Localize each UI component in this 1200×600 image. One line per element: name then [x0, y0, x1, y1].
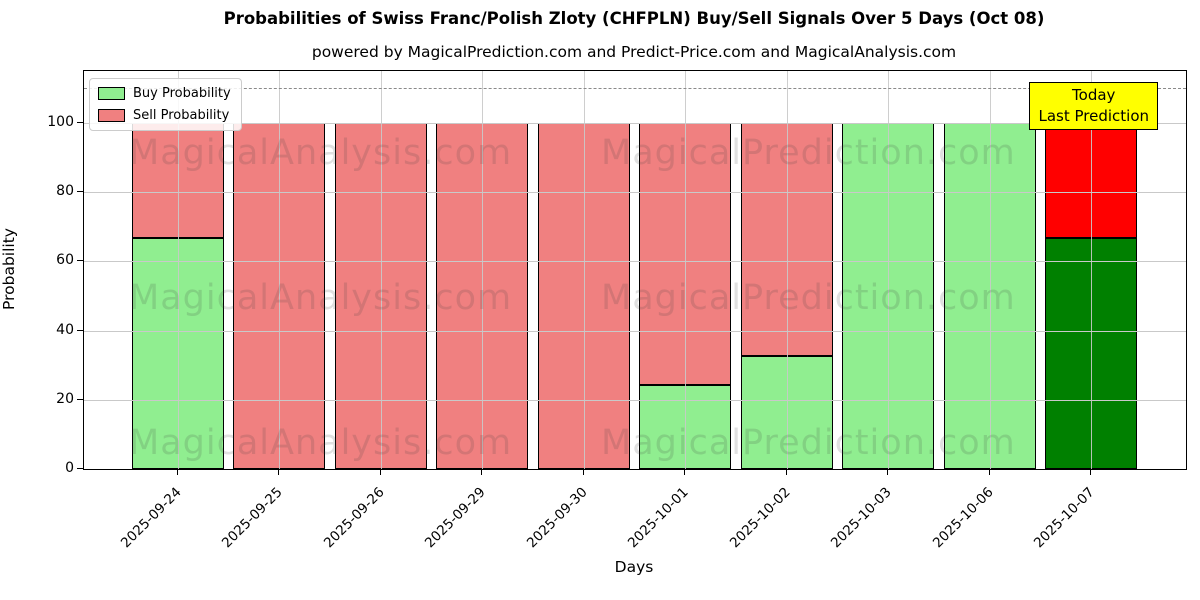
x-tick-label-2025-09-29: 2025-09-29	[422, 484, 489, 552]
x-tick-mark	[1089, 469, 1091, 475]
x-tick-mark	[278, 469, 280, 475]
x-tick-label-2025-09-24: 2025-09-24	[117, 484, 185, 552]
vertical-gridline	[583, 71, 585, 469]
plot-area: MagicalAnalysis.com MagicalPrediction.com…	[83, 70, 1187, 470]
legend-item-buy: Buy Probability	[98, 86, 231, 101]
x-tick-label-2025-09-26: 2025-09-26	[320, 484, 388, 552]
horizontal-gridline	[84, 261, 1186, 263]
y-tick-label-60: 60	[56, 252, 74, 269]
vertical-gridline	[482, 71, 484, 469]
x-tick-label-2025-10-02: 2025-10-02	[726, 484, 794, 552]
vertical-gridline	[888, 71, 890, 469]
x-tick-label-2025-10-07: 2025-10-07	[1030, 484, 1098, 552]
horizontal-gridline	[84, 399, 1186, 401]
today-annotation: Today Last Prediction	[1029, 82, 1158, 130]
vertical-gridline	[279, 71, 281, 469]
watermark-magicalprediction: MagicalPrediction.com	[601, 133, 1016, 173]
y-tick-mark	[77, 121, 83, 123]
today-annotation-line1: Today	[1072, 86, 1116, 104]
y-tick-mark	[77, 260, 83, 262]
x-tick-mark	[988, 469, 990, 475]
legend-label-buy: Buy Probability	[133, 86, 231, 101]
watermark-magicalanalysis: MagicalAnalysis.com	[129, 133, 513, 173]
legend: Buy Probability Sell Probability	[89, 78, 242, 131]
watermark-magicalanalysis: MagicalAnalysis.com	[129, 423, 513, 463]
watermark-magicalprediction: MagicalPrediction.com	[601, 278, 1016, 318]
y-tick-mark	[77, 191, 83, 193]
x-axis-label: Days	[614, 558, 654, 576]
sell-color-swatch	[98, 109, 125, 122]
y-tick-label-0: 0	[65, 460, 74, 476]
watermark-magicalprediction: MagicalPrediction.com	[601, 423, 1016, 463]
x-tick-mark	[177, 469, 178, 475]
y-tick-mark	[77, 398, 83, 400]
legend-item-sell: Sell Probability	[98, 108, 231, 123]
y-tick-mark	[77, 329, 83, 331]
legend-label-sell: Sell Probability	[133, 108, 230, 123]
x-tick-mark	[379, 469, 381, 475]
threshold-dashed-line	[84, 88, 1186, 90]
y-tick-mark	[77, 468, 83, 469]
today-annotation-line2: Last Prediction	[1038, 107, 1149, 125]
watermark-magicalanalysis: MagicalAnalysis.com	[129, 278, 513, 318]
vertical-gridline	[685, 71, 687, 469]
x-tick-mark	[887, 469, 889, 475]
horizontal-gridline	[84, 122, 1186, 124]
x-tick-label-2025-10-01: 2025-10-01	[625, 484, 692, 552]
y-tick-label-40: 40	[56, 321, 74, 338]
x-tick-label-2025-10-06: 2025-10-06	[929, 484, 997, 552]
x-tick-mark	[684, 469, 686, 475]
horizontal-gridline	[84, 330, 1186, 332]
horizontal-gridline	[84, 192, 1186, 194]
vertical-gridline	[786, 71, 788, 469]
y-tick-label-20: 20	[56, 390, 74, 407]
x-tick-mark	[582, 469, 584, 475]
chart-subtitle: powered by MagicalPrediction.com and Pre…	[311, 43, 957, 61]
x-tick-label-2025-10-03: 2025-10-03	[827, 484, 895, 552]
vertical-gridline	[380, 71, 382, 469]
x-tick-mark	[481, 469, 483, 475]
y-tick-label-80: 80	[56, 183, 74, 200]
buy-color-swatch	[98, 87, 125, 100]
vertical-gridline	[178, 71, 179, 469]
x-tick-label-2025-09-25: 2025-09-25	[219, 484, 287, 552]
x-tick-mark	[785, 469, 787, 475]
vertical-gridline	[989, 71, 991, 469]
y-tick-label-100: 100	[47, 113, 74, 130]
vertical-gridline	[1090, 71, 1092, 469]
x-tick-label-2025-09-30: 2025-09-30	[523, 484, 591, 552]
chart-title: Probabilities of Swiss Franc/Polish Zlot…	[223, 9, 1045, 28]
